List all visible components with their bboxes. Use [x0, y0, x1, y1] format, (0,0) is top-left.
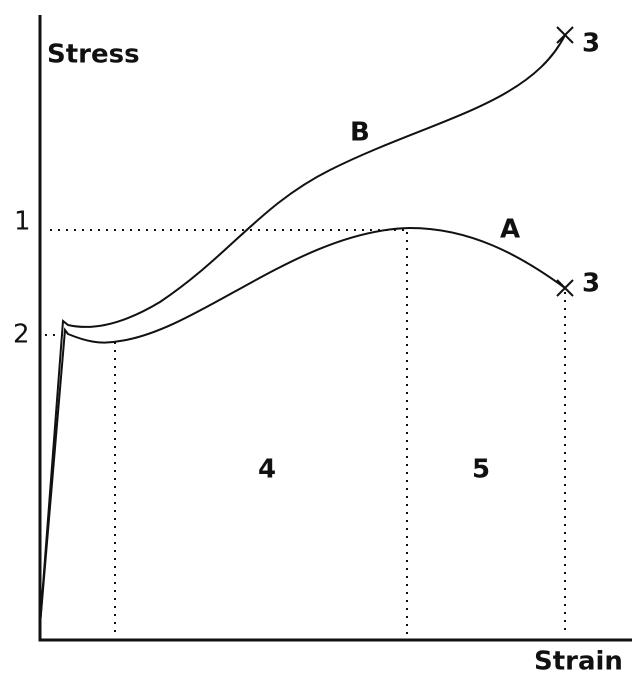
level-label: 2	[13, 320, 30, 350]
fracture-mark	[556, 26, 574, 44]
y-axis-label: Stress	[47, 40, 140, 70]
fracture-label: 3	[582, 29, 600, 59]
fracture-mark	[556, 279, 574, 297]
region-label: 4	[258, 455, 276, 485]
level-label: 1	[14, 207, 31, 237]
axes	[38, 15, 632, 642]
curve-label: B	[350, 118, 370, 148]
x-axis-label: Strain	[534, 647, 623, 677]
region-label: 5	[472, 455, 490, 485]
curve-label: A	[500, 215, 520, 245]
fracture-label: 3	[582, 269, 600, 299]
curve-b	[39, 34, 566, 626]
curve-a	[39, 226, 566, 626]
